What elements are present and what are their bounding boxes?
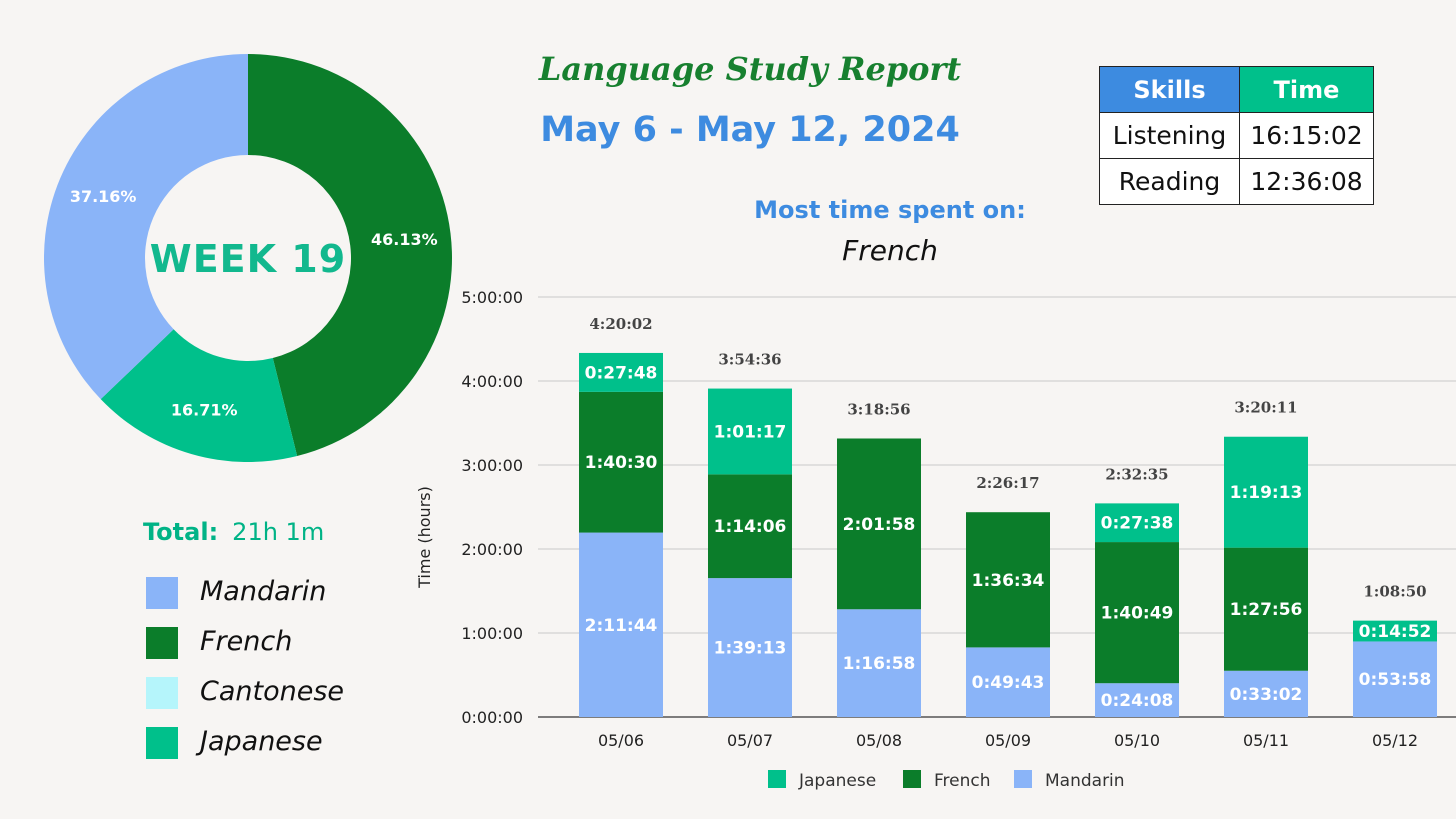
date-range: May 6 - May 12, 2024 [540,110,960,150]
donut-slice-mandarin [43,54,248,400]
bar-japanese [579,352,663,392]
most-time-label: Most time spent on: [754,196,1026,224]
bar-value-label: 0:49:43 [972,673,1045,693]
y-tick-label: 3:00:00 [461,456,523,475]
bar-value-label: 1:14:06 [714,517,787,537]
bar-french [1095,542,1179,684]
x-tick-label: 05/09 [985,731,1031,750]
bar-value-label: 1:39:13 [714,639,787,659]
x-tick-label: 05/08 [856,731,902,750]
bar-mandarin [579,532,663,717]
legend-swatch [146,727,178,759]
x-tick-label: 05/12 [1372,731,1418,750]
chart-legend: Japanese French Mandarin [768,770,1125,791]
bar-value-label: 1:36:34 [972,571,1045,591]
time-header: Time [1239,66,1374,113]
legend-label-japanese: Japanese [798,771,876,791]
legend-swatch [146,677,178,709]
legend-swatch-japanese [768,770,786,788]
legend-label: Japanese [200,726,323,757]
bar-total-label: 2:32:35 [1105,465,1168,483]
x-tick-label: 05/07 [727,731,773,750]
report-title: Language Study Report [538,50,962,88]
table-row: Reading 12:36:08 [1099,158,1374,205]
donut-slice-japanese [100,329,298,462]
total-value: 21h 1m [232,518,325,546]
skills-table: Skills Time Listening 16:15:02 Reading 1… [1099,66,1374,205]
y-axis-label: Time (hours) [415,486,434,589]
bar-french [837,438,921,610]
skills-table-header: Skills Time [1099,66,1374,113]
time-cell: 16:15:02 [1239,112,1374,159]
legend-swatch-mandarin [1014,770,1032,788]
legend-label: French [200,626,293,657]
legend-swatch [146,627,178,659]
x-tick-label: 05/10 [1114,731,1160,750]
legend-label-mandarin: Mandarin [1045,771,1125,791]
bar-mandarin [837,609,921,717]
bar-total-label: 1:08:50 [1363,583,1426,601]
bar-value-label: 1:40:30 [585,453,658,473]
donut-slice-french [248,54,453,456]
bar-japanese [708,388,792,475]
bar-mandarin [1224,670,1308,717]
bar-total-label: 2:26:17 [976,474,1039,492]
bar-value-label: 1:16:58 [843,654,916,674]
bar-value-label: 1:27:56 [1230,600,1303,620]
bar-value-label: 0:53:58 [1359,670,1432,690]
legend-label: Mandarin [200,576,327,607]
skill-cell: Reading [1099,158,1240,205]
total-summary: Total: 21h 1m [143,518,324,546]
legend-label: Cantonese [200,676,345,707]
bar-mandarin [708,578,792,717]
most-time-value: French [842,234,938,267]
bar-mandarin [966,647,1050,717]
bar-japanese [1224,436,1308,548]
y-tick-label: 2:00:00 [461,540,523,559]
bar-value-label: 0:27:48 [585,363,658,383]
bar-total-label: 3:54:36 [718,351,781,369]
donut-slice-label: 46.13% [371,230,438,249]
legend-swatch-french [903,770,921,788]
y-tick-label: 0:00:00 [461,708,523,727]
bar-value-label: 2:01:58 [843,515,916,535]
bar-french [966,512,1050,648]
bar-french [1224,547,1308,671]
y-tick-label: 1:00:00 [461,624,523,643]
donut-slice-label: 37.16% [70,187,137,206]
bar-japanese [1095,503,1179,543]
legend-swatch [146,577,178,609]
bar-mandarin [1095,683,1179,717]
bar-value-label: 1:01:17 [714,422,787,442]
bar-value-label: 2:11:44 [585,616,658,636]
bar-value-label: 1:40:49 [1101,604,1174,624]
x-tick-label: 05/11 [1243,731,1289,750]
time-cell: 12:36:08 [1239,158,1374,205]
y-tick-label: 5:00:00 [461,288,523,307]
bar-value-label: 0:27:38 [1101,514,1174,534]
x-tick-label: 05/06 [598,731,644,750]
bar-value-label: 0:14:52 [1359,622,1432,642]
bar-total-label: 4:20:02 [589,315,652,333]
legend-label-french: French [934,771,991,791]
bar-japanese [1353,620,1437,642]
total-label: Total: [143,518,219,546]
bar-total-label: 3:18:56 [847,400,910,418]
bar-mandarin [1353,641,1437,717]
skill-cell: Listening [1099,112,1240,159]
bar-value-label: 0:24:08 [1101,691,1174,711]
table-row: Listening 16:15:02 [1099,112,1374,159]
bar-french [579,391,663,533]
bar-french [708,474,792,579]
stacked-bar-chart: 0:00:00 1:00:00 2:00:00 3:00:00 4:00:00 5:00:… [415,288,1456,791]
donut-slice-label: 16.71% [171,400,238,419]
y-tick-label: 4:00:00 [461,372,523,391]
bar-total-label: 3:20:11 [1234,399,1297,417]
donut-chart: 46.13% 16.71% 37.16% WEEK 19 [43,54,453,462]
bar-value-label: 0:33:02 [1230,685,1303,705]
skills-header: Skills [1099,66,1240,113]
donut-center-label: WEEK 19 [150,237,346,281]
bar-value-label: 1:19:13 [1230,483,1303,503]
